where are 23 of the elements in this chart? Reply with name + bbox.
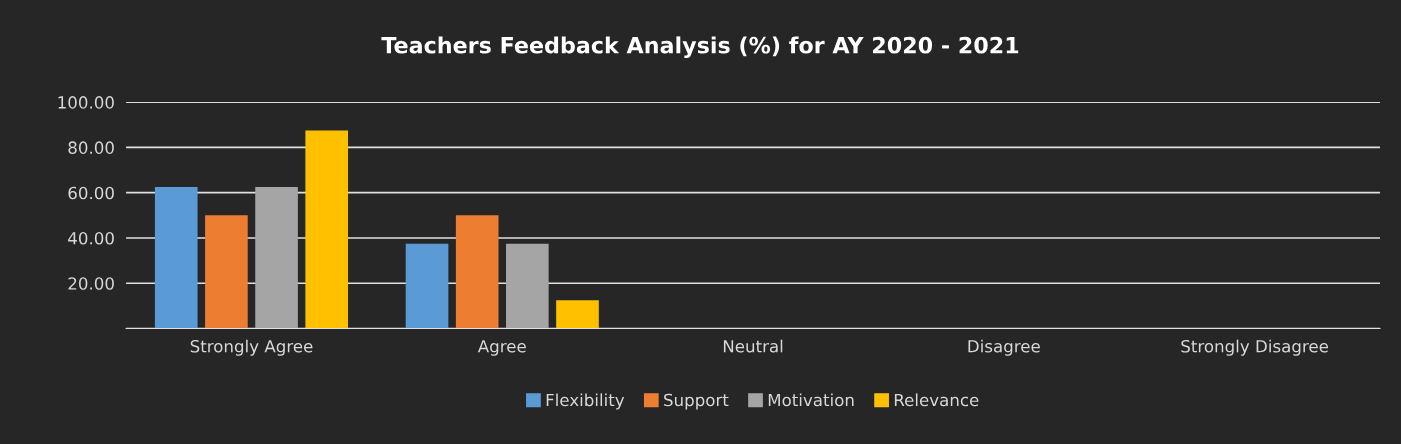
bar <box>506 243 549 329</box>
legend-label: Motivation <box>768 393 854 407</box>
y-tick-label: 100.00 <box>58 96 114 109</box>
bar <box>154 187 198 329</box>
y-tick-label: 40.00 <box>68 231 114 245</box>
chart-title: Teachers Feedback Analysis (%) for AY 2020 - 2021 <box>381 36 1019 59</box>
bar <box>405 243 449 329</box>
y-tick-label: 80.00 <box>68 141 114 154</box>
bar <box>255 187 298 329</box>
y-tick-label: 60.00 <box>68 186 114 200</box>
x-tick-label: Strongly Disagree <box>1181 339 1329 356</box>
x-tick-label: Neutral <box>723 339 783 353</box>
legend-label: Flexibility <box>546 393 625 410</box>
x-tick-label: Strongly Agree <box>190 339 313 356</box>
bar <box>455 215 499 329</box>
bar <box>205 215 248 329</box>
legend-label: Support <box>664 393 729 410</box>
bar <box>305 130 349 329</box>
x-tick-label: Agree <box>477 340 526 356</box>
x-tick-label: Disagree <box>968 339 1040 356</box>
bar <box>556 300 599 329</box>
y-tick-label: 20.00 <box>68 277 114 290</box>
legend-label: Relevance <box>894 393 979 407</box>
